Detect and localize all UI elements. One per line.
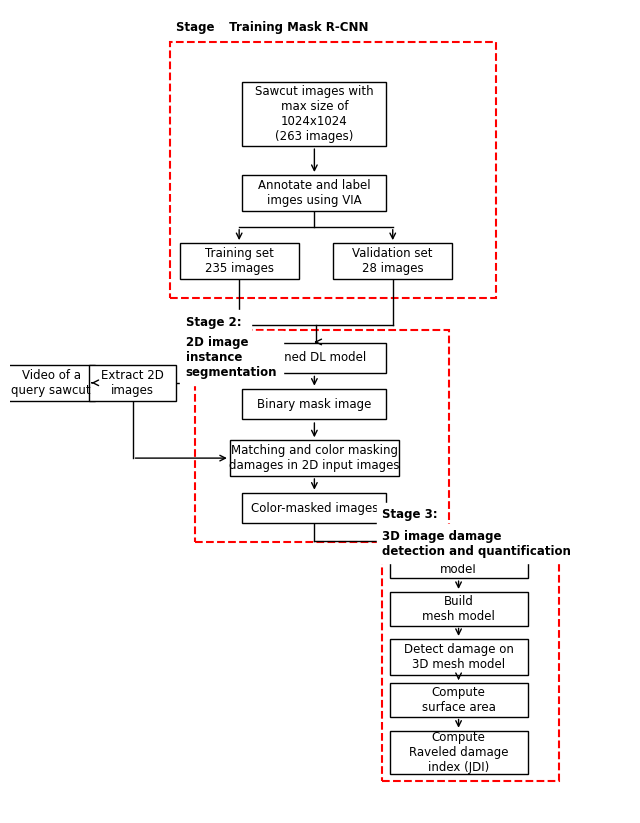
Text: Training Mask R-CNN: Training Mask R-CNN xyxy=(230,26,369,40)
Text: Compute
surface area: Compute surface area xyxy=(422,686,495,714)
FancyBboxPatch shape xyxy=(390,639,527,675)
Text: Training Mask R-CNN: Training Mask R-CNN xyxy=(225,21,369,34)
FancyBboxPatch shape xyxy=(89,365,177,401)
Text: Build
mesh model: Build mesh model xyxy=(422,595,495,623)
Text: Sawcut images with
max size of
1024x1024
(263 images): Sawcut images with max size of 1024x1024… xyxy=(255,85,374,143)
FancyBboxPatch shape xyxy=(390,731,527,774)
Text: Annotate and label
imges using VIA: Annotate and label imges using VIA xyxy=(258,179,371,207)
FancyBboxPatch shape xyxy=(243,389,387,420)
Text: Trained DL model: Trained DL model xyxy=(263,351,366,365)
Text: Stage 3:: Stage 3: xyxy=(382,509,438,521)
FancyBboxPatch shape xyxy=(180,243,299,279)
Text: Detect damage on
3D mesh model: Detect damage on 3D mesh model xyxy=(404,643,513,671)
Text: Compute
Raveled damage
index (JDI): Compute Raveled damage index (JDI) xyxy=(409,731,508,774)
Text: Matching and color masking
damages in 2D input images: Matching and color masking damages in 2D… xyxy=(229,444,399,472)
Text: Stage 1:: Stage 1: xyxy=(183,26,238,40)
FancyBboxPatch shape xyxy=(390,532,527,579)
Text: 2D image
instance
segmentation: 2D image instance segmentation xyxy=(186,337,277,379)
Text: Training set
235 images: Training set 235 images xyxy=(205,247,274,275)
Text: Stage 2:: Stage 2: xyxy=(186,316,246,329)
Text: 3D image damage
detection and quantification: 3D image damage detection and quantifica… xyxy=(382,530,571,558)
FancyBboxPatch shape xyxy=(333,243,452,279)
FancyBboxPatch shape xyxy=(243,493,387,523)
FancyBboxPatch shape xyxy=(390,683,527,717)
FancyBboxPatch shape xyxy=(7,365,95,401)
FancyBboxPatch shape xyxy=(230,440,399,476)
FancyBboxPatch shape xyxy=(243,342,387,373)
Text: Binary mask image: Binary mask image xyxy=(257,398,372,411)
Text: Extract 2D
images: Extract 2D images xyxy=(101,369,164,397)
Text: Validation set
28 images: Validation set 28 images xyxy=(353,247,433,275)
Text: Reconstruct
3D point cloud
model: Reconstruct 3D point cloud model xyxy=(415,533,502,576)
FancyBboxPatch shape xyxy=(243,174,387,211)
Text: Stage 1:: Stage 1: xyxy=(183,26,243,40)
Text: Stage 1:: Stage 1: xyxy=(183,26,238,40)
Text: Color-masked images: Color-masked images xyxy=(251,502,378,515)
FancyBboxPatch shape xyxy=(243,81,387,146)
Text: Video of a
query sawcut: Video of a query sawcut xyxy=(12,369,91,397)
Text: Stage 1:: Stage 1: xyxy=(177,21,232,34)
FancyBboxPatch shape xyxy=(390,592,527,625)
